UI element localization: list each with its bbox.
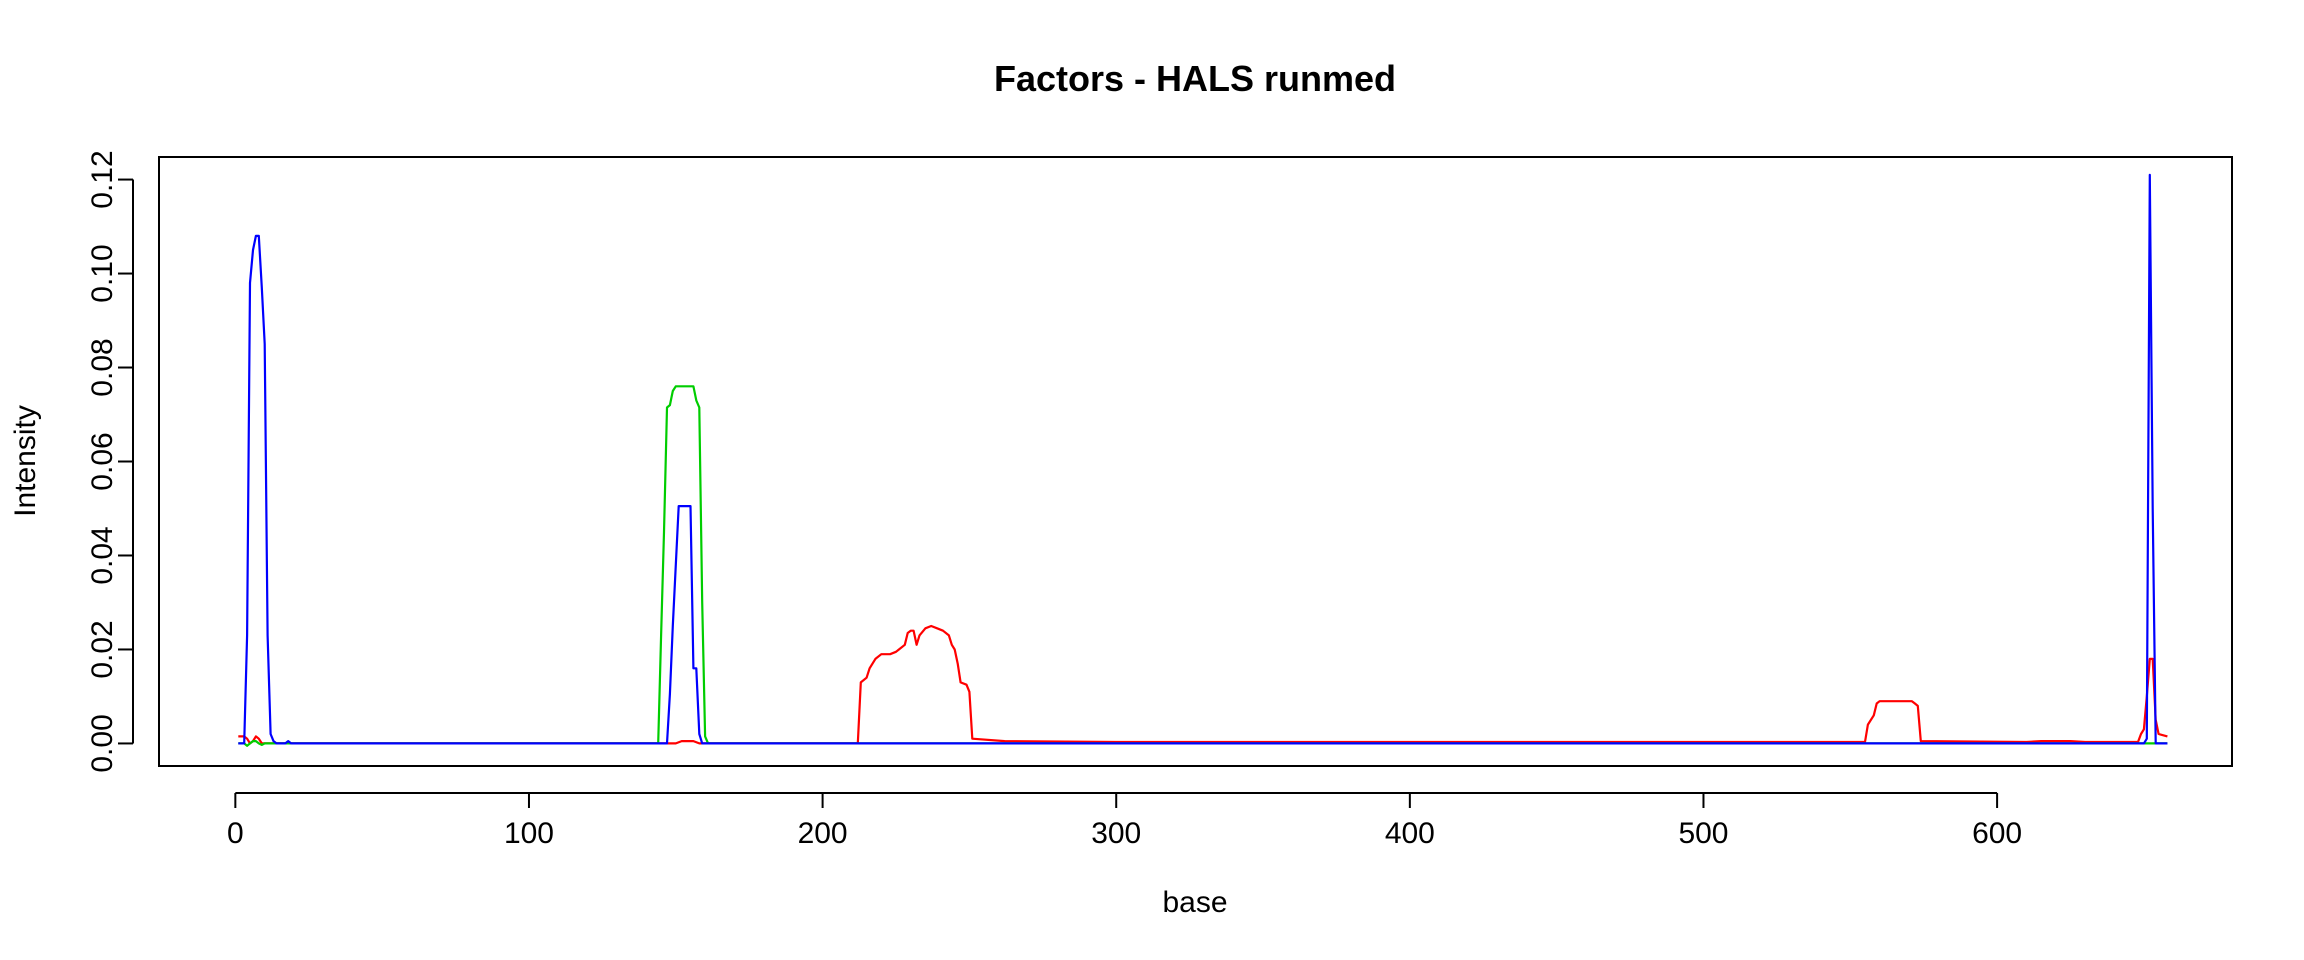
y-tick-label: 0.04 <box>86 526 119 584</box>
series-line-1 <box>238 624 2168 745</box>
y-tick-label: 0.12 <box>86 150 119 208</box>
plot-series <box>238 173 2168 747</box>
x-tick-label: 400 <box>1385 817 1435 850</box>
x-tick-label: 100 <box>504 817 554 850</box>
y-tick-label: 0.08 <box>86 338 119 396</box>
plot-area-frame <box>158 156 2233 767</box>
x-axis-label: base <box>1162 886 1227 919</box>
series-line-2 <box>238 385 2168 747</box>
x-tick-label: 600 <box>1972 817 2022 850</box>
x-tick-label: 0 <box>227 817 244 850</box>
y-axis-label: Intensity <box>9 405 42 517</box>
y-tick-label: 0.00 <box>86 714 119 772</box>
y-tick-label: 0.10 <box>86 244 119 302</box>
series-line-3 <box>238 173 2168 745</box>
x-axis: 0 100 200 300 400 500 600 <box>227 792 2022 850</box>
x-tick-label: 500 <box>1678 817 1728 850</box>
y-tick-label: 0.02 <box>86 620 119 678</box>
y-axis: 0.00 0.02 0.04 0.06 0.08 0.10 0.12 <box>86 150 134 773</box>
y-tick-label: 0.06 <box>86 432 119 490</box>
x-tick-label: 200 <box>798 817 848 850</box>
chart-title: Factors - HALS runmed <box>994 58 1396 99</box>
x-tick-label: 300 <box>1091 817 1141 850</box>
